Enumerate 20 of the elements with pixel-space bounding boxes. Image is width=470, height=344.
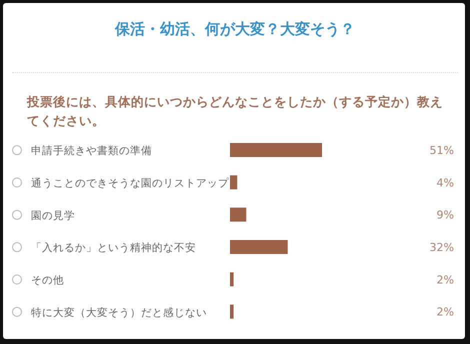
bar bbox=[230, 208, 246, 222]
bar bbox=[230, 272, 234, 286]
chart-subtitle: 投票後には、具体的にいつからどんなことをしたか（する予定か）教えてください。 bbox=[27, 93, 444, 130]
data-label: 32% bbox=[430, 241, 454, 254]
data-label: 51% bbox=[430, 144, 454, 157]
y-tick-label: 特に大変（大変そう）だと感じない bbox=[31, 306, 207, 319]
bar bbox=[230, 240, 288, 254]
bar bbox=[230, 304, 234, 319]
bar bbox=[230, 143, 322, 157]
data-label: 2% bbox=[436, 273, 454, 286]
y-tick-label: 園の見学 bbox=[31, 210, 75, 222]
chart-title: 保活・幼活、何が大変？大変そう？ bbox=[114, 20, 356, 39]
bar bbox=[230, 175, 238, 190]
y-tick-label: その他 bbox=[31, 274, 64, 286]
data-label: 4% bbox=[436, 176, 454, 190]
y-tick-label: 通うことのできそうな園のリストアップ bbox=[31, 176, 230, 190]
data-label: 9% bbox=[436, 208, 454, 222]
y-tick-label: 「入れるか」という精神的な不安 bbox=[31, 241, 196, 254]
data-label: 2% bbox=[436, 306, 454, 319]
y-tick-label: 申請手続きや書類の準備 bbox=[31, 144, 152, 158]
